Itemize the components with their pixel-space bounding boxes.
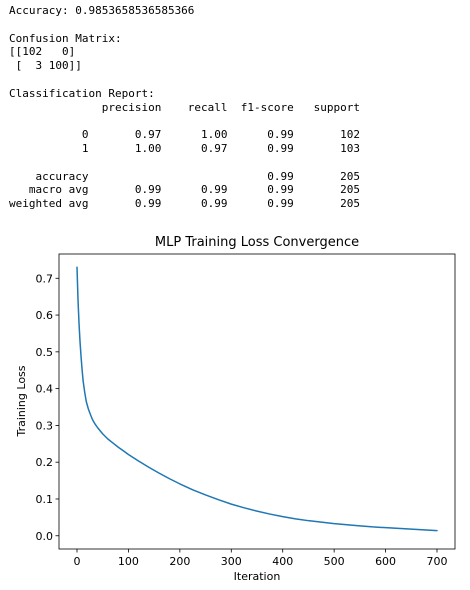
- plot-area: [58, 253, 456, 550]
- accuracy-line: Accuracy: 0.9853658536585366: [9, 4, 195, 17]
- y-axis-ticks: 0.0 0.1 0.2 0.3 0.4 0.5 0.6 0.7: [36, 272, 59, 543]
- chart-title: MLP Training Loss Convergence: [155, 235, 359, 250]
- classification-report-title: Classification Report:: [9, 86, 155, 100]
- classification-report-header: precision recall f1-score support: [9, 100, 360, 114]
- x-axis-label: Iteration: [234, 570, 281, 583]
- confusion-matrix-title: Confusion Matrix:: [9, 31, 122, 45]
- y-axis-label: Training Loss: [15, 365, 28, 437]
- x-tick-label: 400: [272, 555, 293, 568]
- x-tick-label: 600: [375, 555, 396, 568]
- console-output: Accuracy: 0.9853658536585366 Confusion M…: [9, 4, 360, 211]
- y-tick-label: 0.6: [36, 309, 54, 322]
- x-tick-label: 700: [427, 555, 448, 568]
- x-tick-label: 300: [221, 555, 242, 568]
- y-tick-label: 0.2: [36, 456, 54, 469]
- plot-frame: [58, 253, 456, 550]
- loss-series-line: [76, 266, 438, 532]
- x-tick-label: 100: [118, 555, 139, 568]
- x-tick-label: 0: [74, 555, 81, 568]
- x-tick-label: 200: [169, 555, 190, 568]
- y-tick-label: 0.4: [36, 383, 54, 396]
- y-tick-label: 0.5: [36, 346, 54, 359]
- report-row-class-1: 1 1.00 0.97 0.99 103: [9, 141, 360, 155]
- confusion-matrix-row: [[102 0]: [9, 45, 76, 59]
- confusion-matrix-row: [ 3 100]]: [9, 59, 82, 73]
- report-row-accuracy: accuracy 0.99 205: [9, 169, 360, 183]
- y-tick-label: 0.1: [36, 493, 54, 506]
- x-axis-ticks: 0 100 200 300 400 500 600 700: [74, 549, 448, 568]
- y-tick-label: 0.0: [36, 530, 54, 543]
- x-tick-label: 500: [324, 555, 345, 568]
- report-row-macro-avg: macro avg 0.99 0.99 0.99 205: [9, 183, 360, 197]
- report-row-weighted-avg: weighted avg 0.99 0.99 0.99 205: [9, 197, 360, 211]
- report-row-class-0: 0 0.97 1.00 0.99 102: [9, 128, 360, 142]
- y-tick-label: 0.3: [36, 419, 54, 432]
- loss-chart: MLP Training Loss Convergence 0.00.10.20…: [15, 235, 456, 583]
- y-tick-label: 0.7: [36, 272, 54, 285]
